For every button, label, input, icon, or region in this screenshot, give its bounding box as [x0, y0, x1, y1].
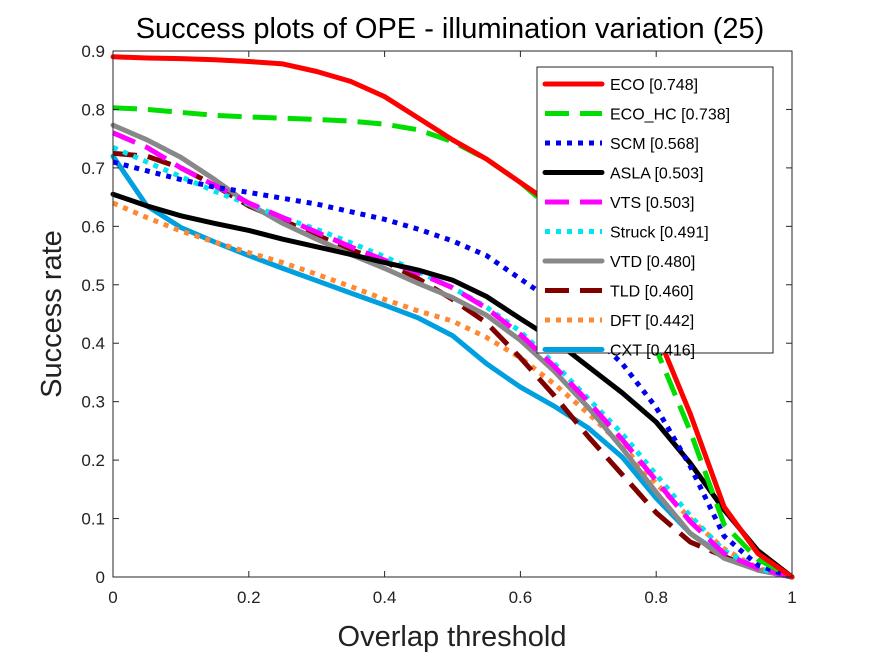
series-line-2: [112, 105, 794, 580]
x-axis-label: Overlap threshold: [338, 621, 567, 653]
y-tick-label: 0.5: [81, 276, 105, 295]
y-tick-label: 0.9: [81, 42, 105, 61]
x-tick-label: 0.8: [644, 588, 668, 607]
y-tick-label: 0.1: [81, 510, 105, 529]
legend-label: VTD [0.480]: [610, 254, 695, 271]
y-tick-label: 0: [96, 568, 105, 587]
legend-label: ECO_HC [0.738]: [610, 107, 730, 124]
legend-label: ECO [0.748]: [610, 77, 698, 94]
plot-frame: [112, 50, 793, 578]
legend-label: VTS [0.503]: [610, 195, 695, 212]
series-layer: [110, 54, 795, 580]
y-tick-label: 0.8: [81, 100, 105, 119]
legend-label: Struck [0.491]: [610, 225, 709, 242]
y-tick-label: 0.7: [81, 159, 105, 178]
x-tick-label: 0.6: [509, 588, 533, 607]
y-axis-ticks: 0 0.1 0.2 0.3 0.4 0.5 0.6 0.7 0.8 0.9: [81, 42, 792, 587]
series-line-3: [112, 159, 793, 580]
legend-label: CXT [0.416]: [610, 343, 695, 360]
x-tick-label: 1: [787, 588, 796, 607]
legend-label: TLD [0.460]: [610, 284, 694, 301]
legend-items: ECO [0.748] ECO_HC [0.738] SCM [0.568] ASLA…: [542, 77, 730, 360]
legend: ECO [0.748] ECO_HC [0.738] SCM [0.568] ASLA…: [536, 66, 774, 360]
x-axis-ticks: 0 0.2 0.4 0.6 0.8 1: [108, 51, 797, 607]
series-line-7: [110, 122, 795, 580]
series-line-5: [112, 130, 793, 580]
x-tick-label: 0: [108, 588, 117, 607]
legend-label: ASLA [0.503]: [610, 166, 703, 183]
legend-label: SCM [0.568]: [610, 136, 699, 153]
chart-title: Success plots of OPE - illumination vari…: [136, 13, 765, 45]
y-tick-label: 0.6: [81, 217, 105, 236]
x-tick-label: 0.2: [237, 588, 261, 607]
y-tick-label: 0.4: [81, 334, 105, 353]
x-tick-label: 0.4: [373, 588, 397, 607]
legend-box: [536, 66, 774, 354]
y-tick-label: 0.2: [81, 451, 105, 470]
y-axis-label: Success rate: [36, 230, 68, 398]
y-tick-label: 0.3: [81, 393, 105, 412]
legend-label: DFT [0.442]: [610, 313, 694, 330]
series-line-1: [110, 54, 795, 580]
